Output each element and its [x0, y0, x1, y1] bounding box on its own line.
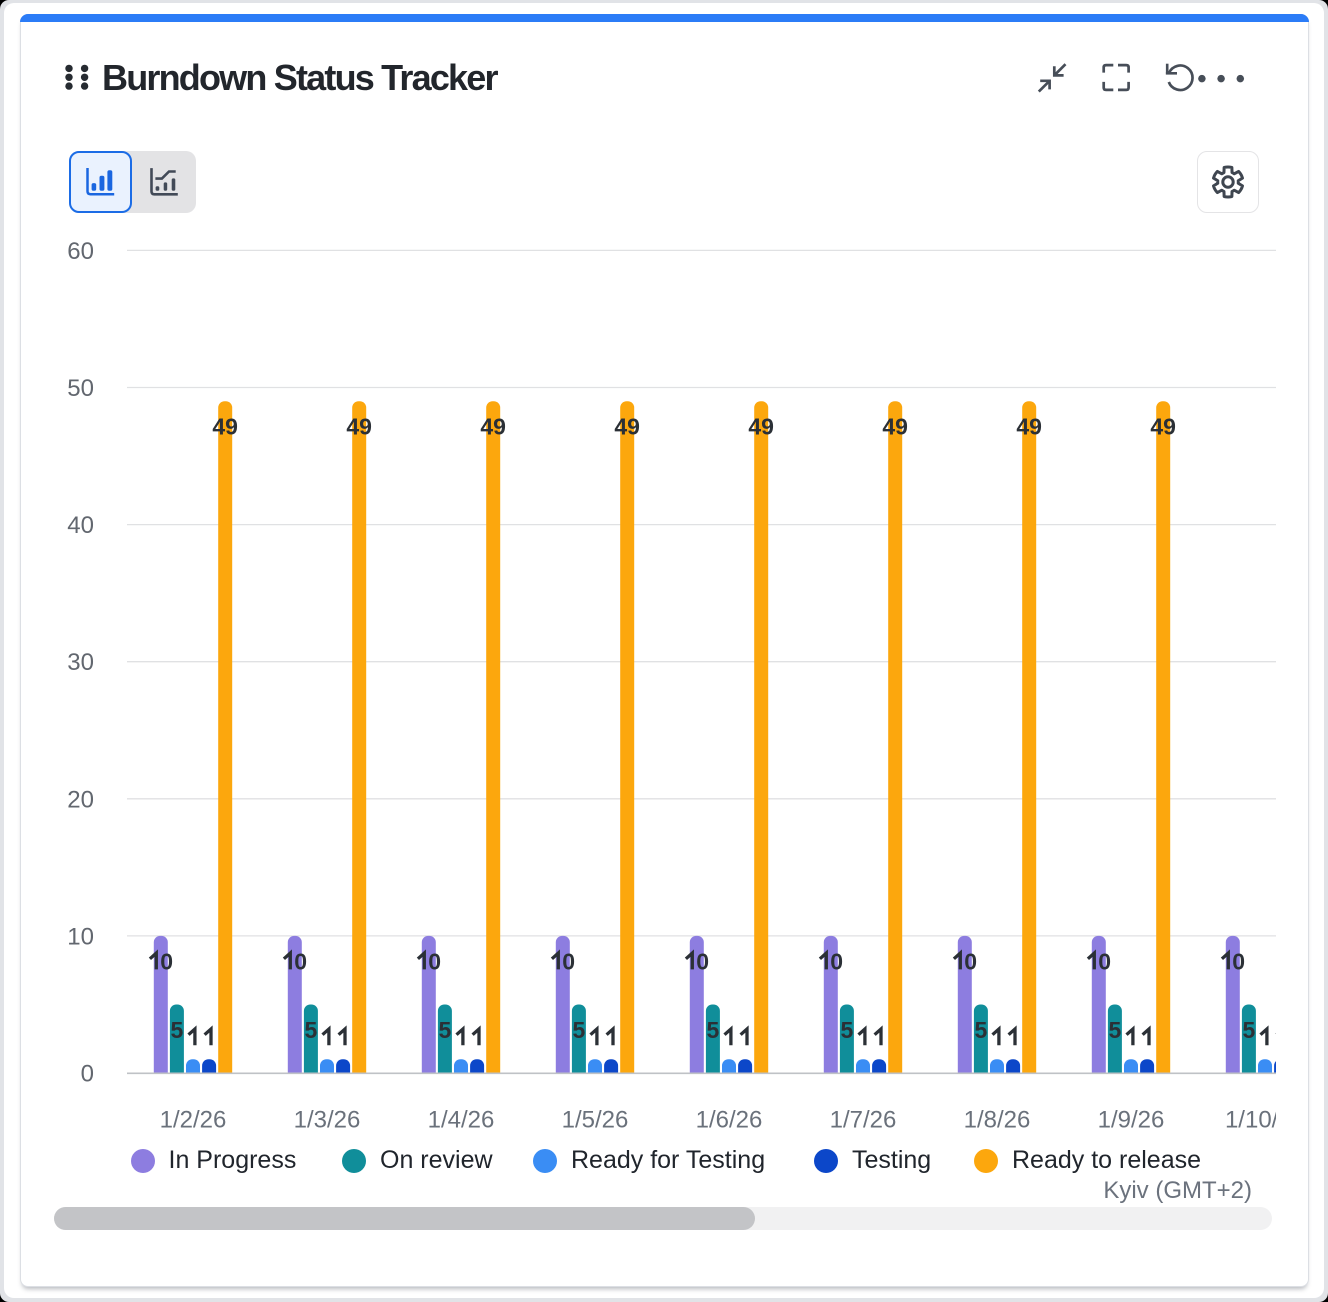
svg-text:49: 49	[882, 414, 908, 440]
svg-text:1/5/26: 1/5/26	[562, 1107, 629, 1134]
svg-text:60: 60	[67, 238, 94, 265]
svg-text:49: 49	[748, 414, 774, 440]
svg-text:5: 5	[707, 1017, 720, 1043]
svg-text:1/2/26: 1/2/26	[160, 1107, 227, 1134]
svg-text:40: 40	[67, 512, 94, 539]
svg-text:5: 5	[1243, 1017, 1256, 1043]
svg-text:0: 0	[81, 1061, 94, 1088]
svg-text:49: 49	[480, 414, 506, 440]
svg-text:5: 5	[573, 1017, 586, 1043]
svg-text:20: 20	[67, 786, 94, 813]
svg-text:49: 49	[1150, 414, 1176, 440]
svg-text:0: 0	[964, 948, 977, 974]
svg-text:49: 49	[346, 414, 372, 440]
svg-text:30: 30	[67, 649, 94, 676]
svg-text:1/4/26: 1/4/26	[428, 1107, 495, 1134]
svg-text:0: 0	[294, 948, 307, 974]
svg-text:5: 5	[841, 1017, 854, 1043]
svg-text:5: 5	[171, 1017, 184, 1043]
svg-text:5: 5	[975, 1017, 988, 1043]
svg-text:50: 50	[67, 375, 94, 402]
svg-text:49: 49	[614, 414, 640, 440]
svg-text:0: 0	[562, 948, 575, 974]
svg-text:1/3/26: 1/3/26	[294, 1107, 361, 1134]
svg-text:1/8/26: 1/8/26	[964, 1107, 1031, 1134]
svg-text:0: 0	[160, 948, 173, 974]
svg-text:1/10/26: 1/10/26	[1225, 1107, 1280, 1134]
svg-text:5: 5	[305, 1017, 318, 1043]
svg-text:1/9/26: 1/9/26	[1098, 1107, 1165, 1134]
svg-text:0: 0	[830, 948, 843, 974]
svg-text:5: 5	[439, 1017, 452, 1043]
svg-text:10: 10	[67, 923, 94, 950]
svg-text:1/7/26: 1/7/26	[830, 1107, 897, 1134]
svg-text:1/6/26: 1/6/26	[696, 1107, 763, 1134]
svg-text:0: 0	[428, 948, 441, 974]
svg-text:49: 49	[1016, 414, 1042, 440]
svg-text:0: 0	[696, 948, 709, 974]
svg-text:0: 0	[1232, 948, 1245, 974]
svg-text:49: 49	[212, 414, 238, 440]
svg-text:0: 0	[1098, 948, 1111, 974]
svg-text:5: 5	[1109, 1017, 1122, 1043]
